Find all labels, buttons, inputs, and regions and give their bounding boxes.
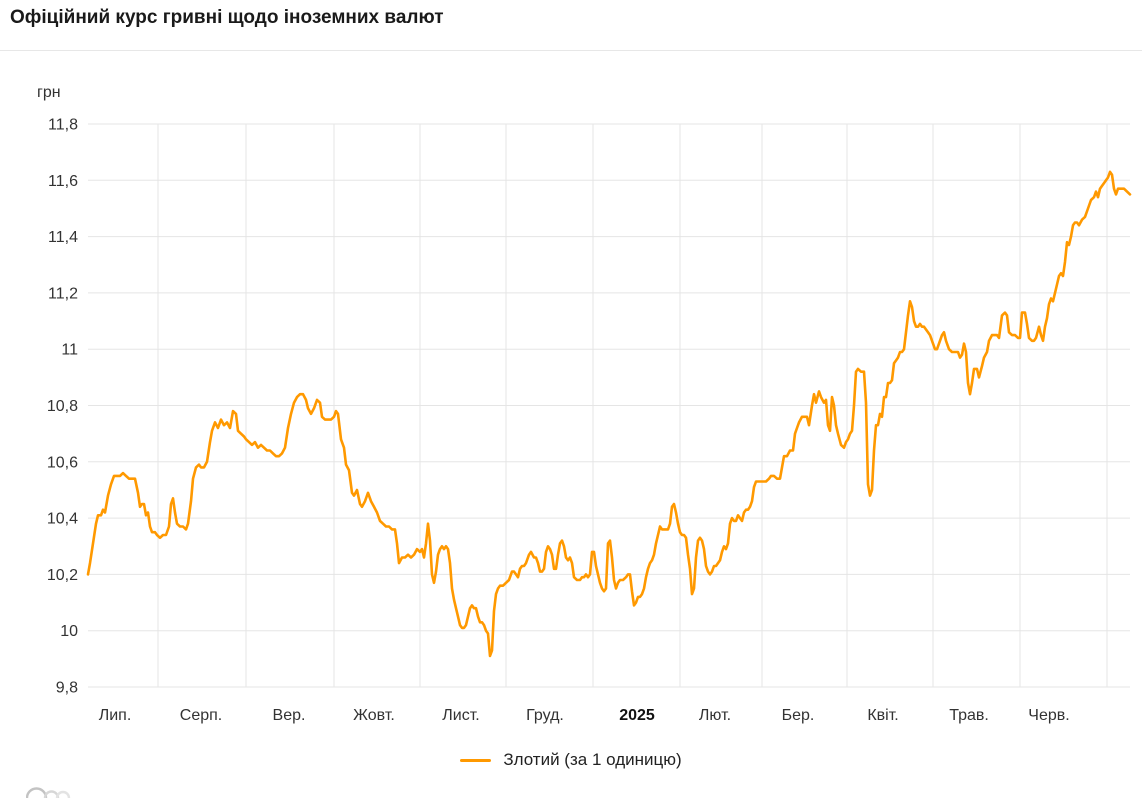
x-tick-label-year: 2025 xyxy=(619,707,655,724)
y-tick-label: 10,6 xyxy=(47,454,78,471)
chart-canvas[interactable]: 11,8 11,6 11,4 11,2 11 10,8 10,6 10,4 10,2 10 9,8 Л… xyxy=(0,0,1142,740)
x-tick-label: Лют. xyxy=(699,707,731,724)
header-divider xyxy=(0,50,1142,51)
page-title: Офіційний курс гривні щодо іноземних вал… xyxy=(10,7,444,28)
y-tick-label: 11,8 xyxy=(48,117,78,134)
watermark-logo xyxy=(26,787,71,798)
watermark-arc-large xyxy=(26,787,48,798)
y-tick-label: 11,4 xyxy=(48,229,78,246)
x-tick-label: Груд. xyxy=(526,707,564,724)
x-tick-label: Бер. xyxy=(782,707,815,724)
x-tick-label: Вер. xyxy=(273,707,306,724)
y-axis-unit-label: грн xyxy=(37,84,61,101)
x-tick-label: Жовт. xyxy=(353,707,395,724)
y-tick-label: 10 xyxy=(60,623,78,640)
y-tick-label: 11,2 xyxy=(48,285,78,302)
x-tick-label: Трав. xyxy=(949,707,989,724)
watermark-arc-small xyxy=(55,790,71,798)
series-line-zloty[interactable] xyxy=(86,170,1132,658)
y-tick-label: 10,4 xyxy=(47,511,78,528)
x-tick-label: Лист. xyxy=(442,707,479,724)
x-tick-label: Квіт. xyxy=(867,707,898,724)
chart-legend[interactable]: Злотий (за 1 одиницю) xyxy=(0,750,1142,770)
y-tick-label: 10,2 xyxy=(47,567,78,584)
x-tick-label: Лип. xyxy=(99,707,132,724)
legend-label: Злотий (за 1 одиницю) xyxy=(503,750,682,769)
x-tick-label: Серп. xyxy=(180,707,222,724)
y-tick-label: 9,8 xyxy=(56,680,78,697)
x-tick-label: Черв. xyxy=(1028,707,1069,724)
y-tick-label: 11,6 xyxy=(48,173,78,190)
y-tick-label: 11 xyxy=(61,342,78,359)
legend-line-swatch xyxy=(460,758,492,762)
y-tick-label: 10,8 xyxy=(47,398,78,415)
